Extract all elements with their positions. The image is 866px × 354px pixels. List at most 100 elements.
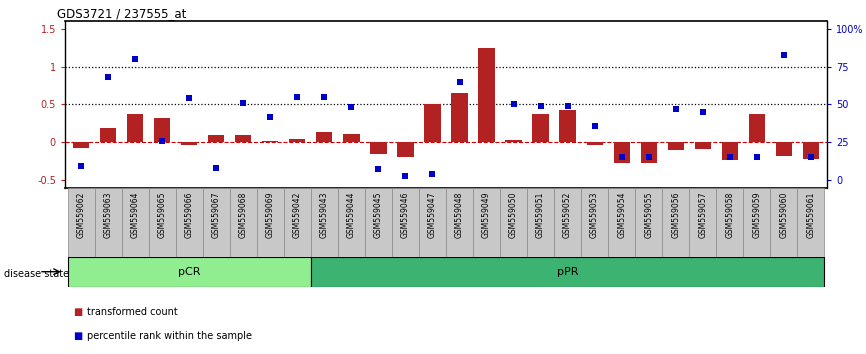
FancyBboxPatch shape [473, 188, 500, 258]
Text: GSM559045: GSM559045 [374, 191, 383, 238]
Point [263, 114, 277, 119]
Text: GSM559056: GSM559056 [671, 191, 680, 238]
Text: GSM559069: GSM559069 [266, 191, 275, 238]
FancyBboxPatch shape [743, 188, 770, 258]
Point [290, 94, 304, 100]
Bar [424, 104, 441, 142]
Text: GSM559055: GSM559055 [644, 191, 653, 238]
Bar [397, 142, 414, 158]
Point [453, 79, 467, 85]
Text: GSM559064: GSM559064 [131, 191, 139, 238]
Bar [749, 114, 765, 142]
Bar [154, 118, 171, 142]
FancyBboxPatch shape [68, 188, 94, 258]
Bar [721, 142, 738, 160]
Text: GSM559042: GSM559042 [293, 191, 302, 238]
FancyBboxPatch shape [311, 188, 338, 258]
Point [210, 165, 223, 171]
Bar [776, 142, 792, 156]
Bar [668, 142, 684, 150]
Point [236, 100, 250, 106]
Bar [371, 142, 386, 154]
Text: GSM559053: GSM559053 [590, 191, 599, 238]
Text: ■: ■ [74, 331, 83, 341]
Point [804, 155, 818, 160]
Point [155, 138, 169, 144]
Text: GSM559060: GSM559060 [779, 191, 788, 238]
Bar [506, 140, 521, 142]
Point [480, 15, 494, 21]
FancyBboxPatch shape [94, 188, 122, 258]
Bar [803, 142, 819, 159]
Text: GSM559052: GSM559052 [563, 191, 572, 238]
Bar [316, 132, 333, 142]
FancyBboxPatch shape [257, 188, 284, 258]
Point [128, 56, 142, 62]
Text: pPR: pPR [557, 267, 578, 277]
Bar [100, 128, 116, 142]
Point [345, 105, 359, 110]
Text: GSM559058: GSM559058 [725, 191, 734, 238]
Bar [641, 142, 656, 163]
FancyBboxPatch shape [662, 188, 689, 258]
Bar [478, 48, 494, 142]
Point [183, 96, 197, 101]
Point [588, 123, 602, 129]
FancyBboxPatch shape [338, 188, 365, 258]
Text: GSM559043: GSM559043 [320, 191, 329, 238]
FancyBboxPatch shape [581, 188, 608, 258]
Text: GSM559044: GSM559044 [347, 191, 356, 238]
Bar [586, 142, 603, 144]
FancyBboxPatch shape [635, 188, 662, 258]
FancyBboxPatch shape [122, 188, 149, 258]
Text: GDS3721 / 237555_at: GDS3721 / 237555_at [57, 7, 187, 20]
FancyBboxPatch shape [608, 188, 635, 258]
FancyBboxPatch shape [203, 188, 229, 258]
FancyBboxPatch shape [446, 188, 473, 258]
FancyBboxPatch shape [229, 188, 257, 258]
FancyBboxPatch shape [392, 188, 419, 258]
FancyBboxPatch shape [554, 188, 581, 258]
Point [669, 106, 682, 112]
Text: GSM559051: GSM559051 [536, 191, 545, 238]
Point [615, 155, 629, 160]
Text: ■: ■ [74, 307, 83, 316]
Text: GSM559063: GSM559063 [104, 191, 113, 238]
FancyBboxPatch shape [311, 257, 824, 287]
Point [372, 167, 385, 172]
Bar [533, 114, 549, 142]
Text: GSM559065: GSM559065 [158, 191, 167, 238]
Point [642, 155, 656, 160]
FancyBboxPatch shape [419, 188, 446, 258]
Text: disease state: disease state [4, 269, 69, 279]
Text: GSM559062: GSM559062 [77, 191, 86, 238]
Bar [343, 134, 359, 142]
FancyBboxPatch shape [149, 188, 176, 258]
Text: transformed count: transformed count [87, 307, 178, 316]
Text: GSM559067: GSM559067 [212, 191, 221, 238]
FancyBboxPatch shape [798, 188, 824, 258]
Point [425, 171, 439, 177]
Point [695, 109, 709, 115]
Text: GSM559059: GSM559059 [753, 191, 761, 238]
Point [723, 155, 737, 160]
Text: GSM559047: GSM559047 [428, 191, 437, 238]
Bar [236, 136, 251, 142]
Point [398, 173, 412, 178]
Bar [451, 93, 468, 142]
Bar [73, 142, 89, 148]
Text: pCR: pCR [178, 267, 201, 277]
FancyBboxPatch shape [770, 188, 798, 258]
Bar [289, 139, 306, 142]
FancyBboxPatch shape [527, 188, 554, 258]
Point [560, 103, 574, 109]
FancyBboxPatch shape [716, 188, 743, 258]
Text: GSM559061: GSM559061 [806, 191, 815, 238]
Text: percentile rank within the sample: percentile rank within the sample [87, 331, 252, 341]
Bar [208, 135, 224, 142]
Text: GSM559068: GSM559068 [239, 191, 248, 238]
Point [101, 74, 115, 80]
Bar [181, 142, 197, 145]
Point [318, 94, 332, 100]
Text: GSM559066: GSM559066 [184, 191, 194, 238]
